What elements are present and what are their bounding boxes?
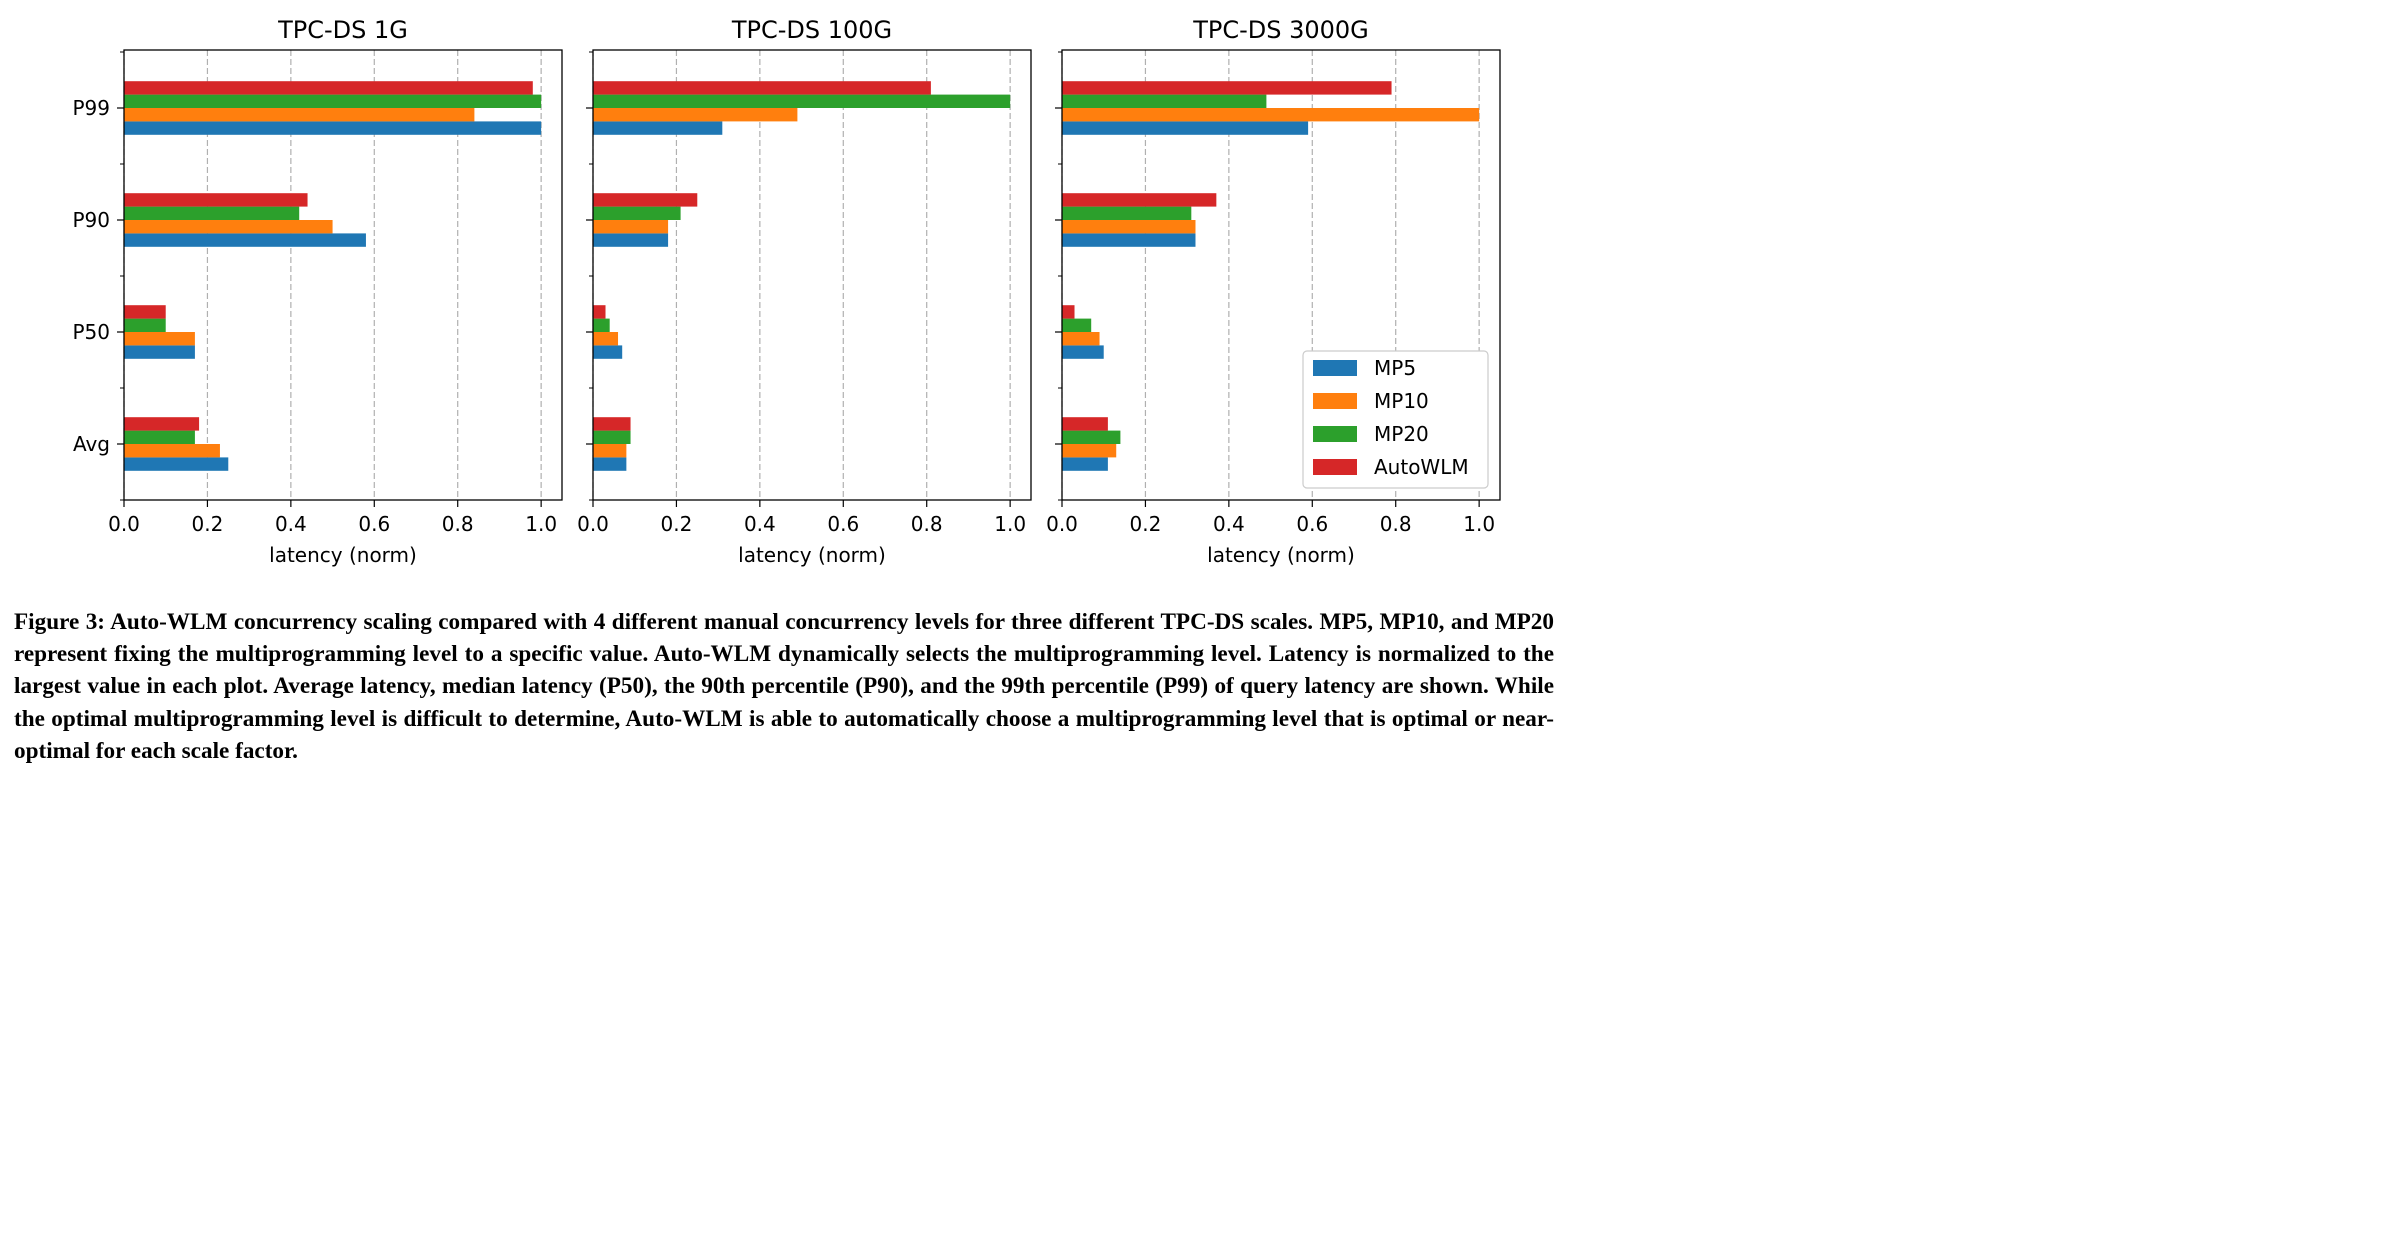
bar-mp5-avg xyxy=(593,457,627,471)
x-tick-label: 0.4 xyxy=(1213,512,1245,536)
x-tick-label: 0.2 xyxy=(661,512,693,536)
bar-mp20-p99 xyxy=(593,94,1011,108)
bar-mp10-p90 xyxy=(1062,220,1196,234)
x-tick-label: 0.4 xyxy=(744,512,776,536)
chart-title: TPC-DS 3000G xyxy=(1192,16,1369,44)
x-tick-label: 1.0 xyxy=(525,512,557,536)
bar-autowlm-p99 xyxy=(1062,81,1392,95)
legend-label-autowlm: AutoWLM xyxy=(1374,455,1469,479)
bar-autowlm-avg xyxy=(593,417,631,431)
y-tick-label: P99 xyxy=(72,96,110,120)
legend-swatch-autowlm xyxy=(1313,459,1357,475)
bar-autowlm-p50 xyxy=(1062,305,1075,319)
bar-autowlm-p50 xyxy=(593,305,606,319)
figure-caption: Figure 3: Auto-WLM concurrency scaling c… xyxy=(14,609,1554,764)
x-tick-label: 0.4 xyxy=(275,512,307,536)
bar-autowlm-p90 xyxy=(1062,193,1217,207)
legend: MP5 MP10 MP20 AutoWLM xyxy=(1302,350,1489,489)
bar-mp10-p90 xyxy=(593,220,669,234)
chart-panel-3: TPC-DS 3000G 0.0 0.2 0.4 0.6 0.8 1.0 latency (n… xyxy=(1046,16,1501,567)
bar-mp5-p90 xyxy=(1062,233,1196,247)
x-tick-label: 0.0 xyxy=(1046,512,1078,536)
legend-label-mp5: MP5 xyxy=(1374,356,1416,380)
y-tick-label: P50 xyxy=(72,320,110,344)
x-tick-label: 0.2 xyxy=(1130,512,1162,536)
bar-mp20-avg xyxy=(124,430,195,444)
bar-mp10-avg xyxy=(593,444,627,458)
bar-mp5-p50 xyxy=(593,345,623,359)
x-tick-label: 0.8 xyxy=(911,512,943,536)
legend-label-mp20: MP20 xyxy=(1374,422,1429,446)
legend-swatch-mp10 xyxy=(1313,393,1357,409)
bar-mp5-p99 xyxy=(1062,121,1309,135)
x-tick-label: 0.2 xyxy=(192,512,224,536)
bar-autowlm-p99 xyxy=(124,81,533,95)
legend-box xyxy=(1302,350,1489,489)
bar-mp20-p50 xyxy=(1062,318,1092,332)
chart-panel-2: TPC-DS 100G 0.0 0.2 0.4 0.6 0.8 1.0 latency (no… xyxy=(577,16,1032,567)
bar-mp5-p50 xyxy=(1062,345,1104,359)
bar-mp10-p50 xyxy=(1062,332,1100,346)
x-tick-label: 0.0 xyxy=(108,512,140,536)
x-tick-label: 0.6 xyxy=(358,512,390,536)
bar-autowlm-p99 xyxy=(593,81,931,95)
figure-charts: TPC-DS 1G 0.0 0.2 0.4 0.6 0.8 1.0 Avg P50 P90 P99 l… xyxy=(72,16,1501,567)
legend-swatch-mp5 xyxy=(1313,360,1357,376)
bar-mp10-p99 xyxy=(593,108,798,122)
legend-label-mp10: MP10 xyxy=(1374,389,1429,413)
chart-title: TPC-DS 1G xyxy=(277,16,408,44)
x-tick-label: 0.6 xyxy=(1296,512,1328,536)
bar-autowlm-p50 xyxy=(124,305,166,319)
bar-mp20-avg xyxy=(1062,430,1121,444)
x-tick-label: 0.8 xyxy=(1380,512,1412,536)
x-axis-label: latency (norm) xyxy=(1207,543,1355,567)
x-tick-label: 0.8 xyxy=(442,512,474,536)
x-tick-label: 1.0 xyxy=(1463,512,1495,536)
bar-mp10-p50 xyxy=(593,332,619,346)
bar-mp5-avg xyxy=(1062,457,1108,471)
y-tick-label: P90 xyxy=(72,208,110,232)
x-tick-label: 1.0 xyxy=(994,512,1026,536)
x-tick-label: 0.6 xyxy=(827,512,859,536)
plot-frame xyxy=(592,49,1032,501)
legend-swatch-mp20 xyxy=(1313,426,1357,442)
chart-title: TPC-DS 100G xyxy=(731,16,892,44)
bar-mp5-p99 xyxy=(593,121,723,135)
chart-panel-1: TPC-DS 1G 0.0 0.2 0.4 0.6 0.8 1.0 Avg P50 P90 P99 l… xyxy=(72,16,563,567)
bar-mp5-avg xyxy=(124,457,229,471)
bar-mp10-p50 xyxy=(124,332,195,346)
bar-autowlm-avg xyxy=(124,417,200,431)
bar-mp20-p90 xyxy=(593,206,681,220)
bar-mp20-p50 xyxy=(593,318,610,332)
bar-mp10-p99 xyxy=(1062,108,1480,122)
bar-mp20-p90 xyxy=(1062,206,1192,220)
bar-mp5-p50 xyxy=(124,345,195,359)
bar-mp20-avg xyxy=(593,430,631,444)
y-tick-label: Avg xyxy=(73,432,110,456)
bar-mp5-p90 xyxy=(593,233,669,247)
x-axis-label: latency (norm) xyxy=(269,543,417,567)
x-axis-label: latency (norm) xyxy=(738,543,886,567)
bar-mp10-avg xyxy=(124,444,220,458)
bar-mp10-avg xyxy=(1062,444,1117,458)
bar-mp20-p99 xyxy=(124,94,542,108)
bar-mp10-p99 xyxy=(124,108,475,122)
bar-mp5-p90 xyxy=(124,233,366,247)
plot-frame xyxy=(123,49,563,501)
plot-frame xyxy=(1061,49,1501,501)
x-tick-label: 0.0 xyxy=(577,512,609,536)
bar-autowlm-p90 xyxy=(124,193,308,207)
bar-autowlm-p90 xyxy=(593,193,698,207)
bar-mp5-p99 xyxy=(124,121,542,135)
bar-mp10-p90 xyxy=(124,220,333,234)
bar-mp20-p50 xyxy=(124,318,166,332)
bar-mp20-p99 xyxy=(1062,94,1267,108)
bar-mp20-p90 xyxy=(124,206,300,220)
bar-autowlm-avg xyxy=(1062,417,1108,431)
